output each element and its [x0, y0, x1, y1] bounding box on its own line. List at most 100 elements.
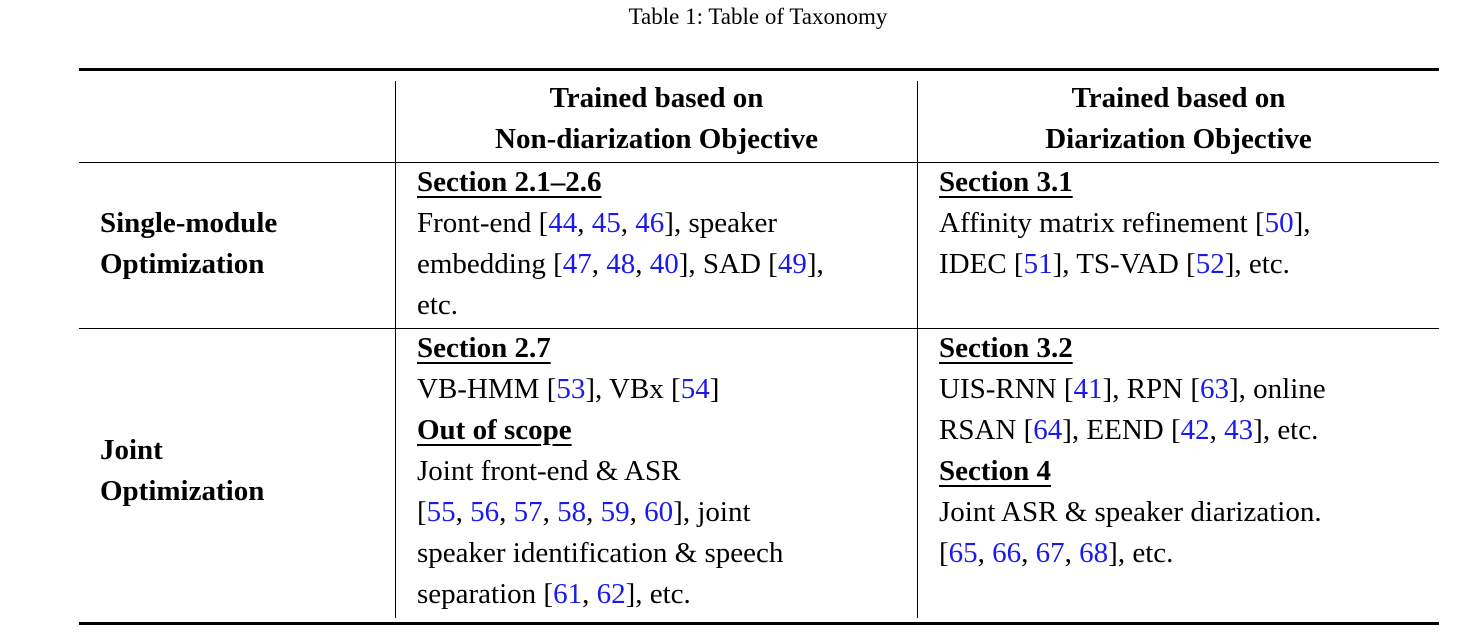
- cell-text: ], VBx [: [585, 373, 681, 405]
- citation-link[interactable]: 60: [644, 496, 674, 528]
- row-divider-rule: [79, 328, 1439, 329]
- citation-link[interactable]: 66: [992, 537, 1022, 569]
- cell-text: ], speaker: [664, 207, 777, 239]
- cell-single-nondiarization: Section 2.1–2.6 Front-end [44, 45, 46], s…: [417, 162, 824, 326]
- cell-text: ],: [1293, 207, 1311, 239]
- citation-link[interactable]: 47: [562, 248, 592, 280]
- header-rule: [79, 162, 1439, 163]
- cell-text: ], etc.: [1108, 537, 1174, 569]
- citation-link[interactable]: 68: [1079, 537, 1109, 569]
- cell-text-line: VB-HMM [53], VBx [54]: [417, 369, 783, 410]
- column-header-line: Trained based on: [1071, 82, 1286, 114]
- section-heading: Section 2.1–2.6: [417, 166, 602, 198]
- citation-link[interactable]: 40: [649, 248, 679, 280]
- citation-link[interactable]: 57: [513, 496, 543, 528]
- citation-link[interactable]: 62: [596, 578, 626, 610]
- table-top-rule: [79, 68, 1439, 71]
- cell-text-line: [55, 56, 57, 58, 59, 60], joint: [417, 492, 783, 533]
- cell-text-line: Joint front-end & ASR: [417, 451, 783, 492]
- cell-text-line: UIS-RNN [41], RPN [63], online: [939, 369, 1326, 410]
- citation-link[interactable]: 41: [1073, 373, 1103, 405]
- column-header-line: Diarization Objective: [1045, 123, 1312, 155]
- section-heading-line: Section 2.7: [417, 328, 783, 369]
- cell-text: ,: [977, 537, 993, 569]
- cell-text: RSAN [: [939, 414, 1034, 446]
- section-heading-line: Section 3.1: [939, 162, 1311, 203]
- section-heading: Section 3.1: [939, 166, 1073, 198]
- citation-link[interactable]: 48: [606, 248, 636, 280]
- cell-text: ,: [1021, 537, 1036, 569]
- citation-link[interactable]: 55: [426, 496, 456, 528]
- row-header-line: Single-module: [100, 207, 278, 239]
- citation-link[interactable]: 63: [1200, 373, 1230, 405]
- cell-text: ], etc.: [1224, 248, 1290, 280]
- section-heading-line: Out of scope: [417, 410, 783, 451]
- row-header-joint: Joint Optimization: [100, 430, 264, 512]
- cell-text-line: [65, 66, 67, 68], etc.: [939, 533, 1326, 574]
- citation-link[interactable]: 43: [1224, 414, 1254, 446]
- cell-text: ], joint: [673, 496, 751, 528]
- cell-text: ,: [1064, 537, 1080, 569]
- citation-link[interactable]: 58: [557, 496, 587, 528]
- cell-text: ], RPN [: [1102, 373, 1201, 405]
- cell-text: ], etc.: [625, 578, 691, 610]
- row-header-line: Optimization: [100, 248, 265, 280]
- row-header-line: Joint: [100, 434, 163, 466]
- cell-text: ,: [629, 496, 645, 528]
- cell-joint-diarization: Section 3.2 UIS-RNN [41], RPN [63], onlin…: [939, 328, 1326, 574]
- citation-link[interactable]: 64: [1033, 414, 1063, 446]
- cell-text-line: speaker identification & speech: [417, 533, 783, 574]
- cell-text: ,: [591, 248, 607, 280]
- section-heading: Section 2.7: [417, 332, 551, 364]
- column-header-line: Trained based on: [549, 82, 764, 114]
- cell-text: Front-end [: [417, 207, 549, 239]
- cell-text-line: IDEC [51], TS-VAD [52], etc.: [939, 244, 1311, 285]
- cell-text: IDEC [: [939, 248, 1024, 280]
- citation-link[interactable]: 42: [1180, 414, 1210, 446]
- cell-text: ], etc.: [1253, 414, 1319, 446]
- citation-link[interactable]: 59: [600, 496, 630, 528]
- citation-link[interactable]: 54: [680, 373, 710, 405]
- citation-link[interactable]: 50: [1264, 207, 1294, 239]
- section-heading-line: Section 3.2: [939, 328, 1326, 369]
- cell-joint-nondiarization: Section 2.7 VB-HMM [53], VBx [54] Out of s…: [417, 328, 783, 615]
- citation-link[interactable]: 46: [635, 207, 665, 239]
- cell-text: ,: [577, 207, 592, 239]
- cell-text: ,: [586, 496, 601, 528]
- cell-text: [: [939, 537, 949, 569]
- cell-text-line: RSAN [64], EEND [42, 43], etc.: [939, 410, 1326, 451]
- row-header-line: Optimization: [100, 475, 265, 507]
- citation-link[interactable]: 44: [548, 207, 578, 239]
- citation-link[interactable]: 52: [1195, 248, 1225, 280]
- citation-link[interactable]: 61: [553, 578, 583, 610]
- cell-text: ], online: [1229, 373, 1326, 405]
- column-divider-1: [395, 81, 396, 618]
- cell-text: [: [417, 496, 427, 528]
- cell-text: ,: [1209, 414, 1225, 446]
- cell-text: speaker identification & speech: [417, 537, 784, 569]
- cell-text: Joint ASR & speaker diarization.: [939, 496, 1322, 528]
- cell-text: ,: [499, 496, 514, 528]
- cell-text-line: Front-end [44, 45, 46], speaker: [417, 203, 824, 244]
- cell-text: ]: [709, 373, 720, 405]
- column-header-nondiarization: Trained based on Non-diarization Objecti…: [396, 78, 917, 160]
- cell-text: ],: [806, 248, 824, 280]
- cell-text: separation [: [417, 578, 554, 610]
- column-header-diarization: Trained based on Diarization Objective: [918, 78, 1439, 160]
- cell-text: UIS-RNN [: [939, 373, 1074, 405]
- citation-link[interactable]: 53: [556, 373, 586, 405]
- citation-link[interactable]: 45: [591, 207, 621, 239]
- citation-link[interactable]: 56: [470, 496, 500, 528]
- row-header-single-module: Single-module Optimization: [100, 203, 277, 285]
- citation-link[interactable]: 51: [1023, 248, 1053, 280]
- cell-text-line: Affinity matrix refinement [50],: [939, 203, 1311, 244]
- citation-link[interactable]: 67: [1035, 537, 1065, 569]
- cell-text: ,: [635, 248, 650, 280]
- cell-text: ,: [582, 578, 597, 610]
- section-heading-line: Section 4: [939, 451, 1326, 492]
- cell-text: Affinity matrix refinement [: [939, 207, 1265, 239]
- section-heading: Section 3.2: [939, 332, 1073, 364]
- citation-link[interactable]: 65: [948, 537, 978, 569]
- citation-link[interactable]: 49: [777, 248, 807, 280]
- section-heading: Section 4: [939, 455, 1051, 487]
